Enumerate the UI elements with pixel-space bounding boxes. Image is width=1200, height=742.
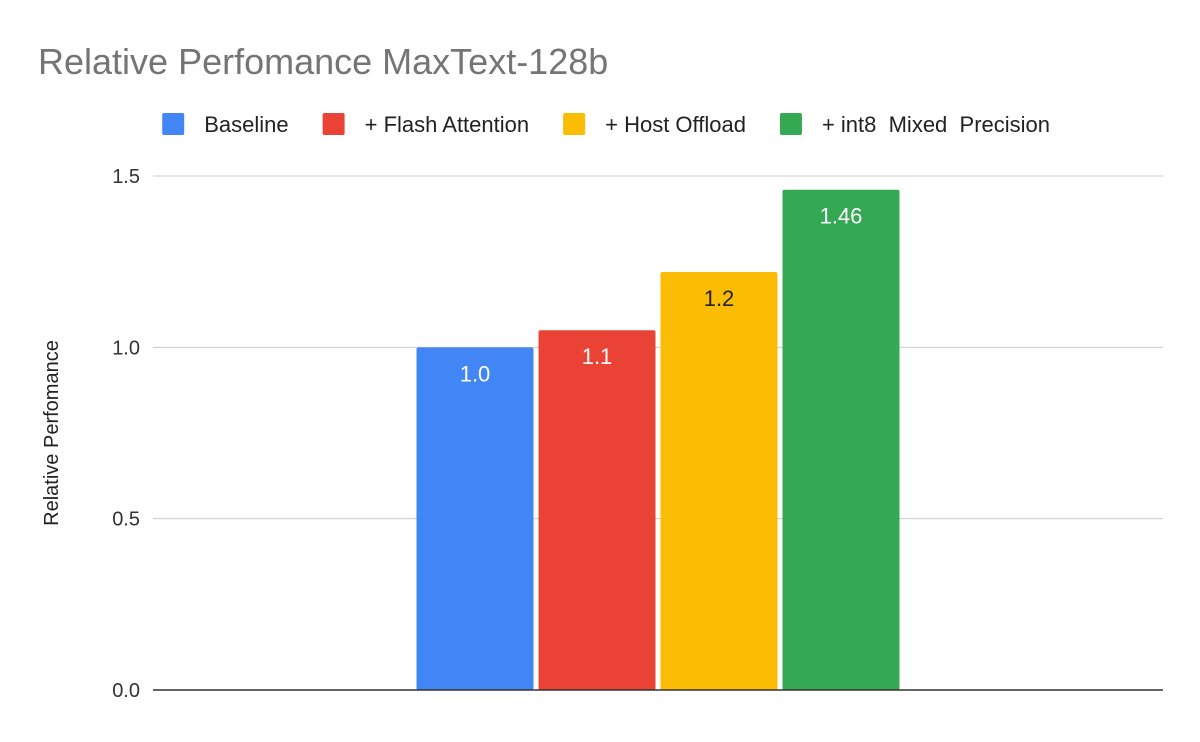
y-axis-title: Relative Perfomance [41,340,63,526]
data-label: 1.2 [704,286,735,311]
legend-swatch [162,113,185,135]
legend-swatch [779,113,802,135]
legend-label: Baseline [204,112,288,137]
bar [660,271,778,690]
bar [782,189,900,690]
legend-item: + int8 Mixed Precision [779,112,1050,137]
legend-item: Baseline [162,112,289,137]
legend-label: + int8 Mixed Precision [822,112,1050,137]
y-tick-label: 0.0 [112,680,140,702]
y-axis-ticks: 0.0 0.5 1.0 1.5 [112,166,140,702]
legend: Baseline + Flash Attention + Host Offload +… [162,112,1050,137]
legend-item: + Host Offload [563,112,746,137]
y-tick-label: 1.5 [112,166,140,188]
legend-label: + Flash Attention [365,112,530,137]
data-label: 1.46 [820,204,863,229]
data-labels: 1.0 1.1 1.2 1.46 [460,204,863,387]
bar [416,347,534,690]
y-tick-label: 1.0 [112,337,140,359]
bars [416,189,900,690]
legend-label: + Host Offload [605,112,746,137]
gridlines [153,175,1163,520]
y-tick-label: 0.5 [112,509,140,531]
data-label: 1.1 [582,344,613,369]
legend-item: + Flash Attention [322,112,530,137]
legend-swatch [563,113,586,135]
bar [538,330,656,690]
legend-swatch [322,113,345,135]
data-label: 1.0 [460,361,491,386]
chart-title: Relative Perfomance MaxText-128b [38,41,608,82]
